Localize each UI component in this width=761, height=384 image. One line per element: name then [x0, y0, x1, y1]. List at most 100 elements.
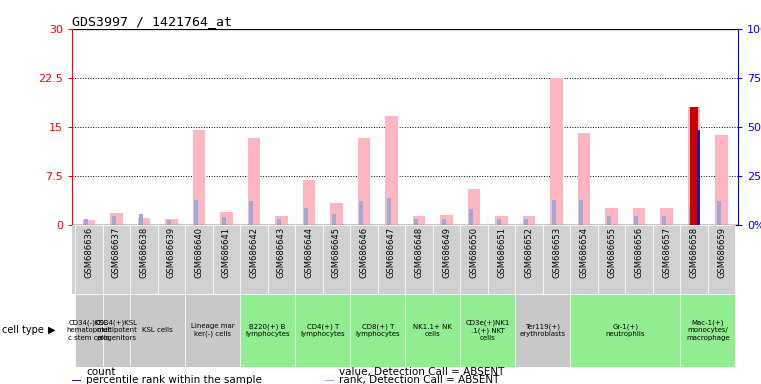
Text: cell type: cell type: [2, 325, 43, 335]
Text: GSM686648: GSM686648: [415, 227, 423, 278]
Bar: [275, 216, 288, 225]
Bar: [689, 206, 693, 225]
Bar: [83, 220, 95, 225]
Bar: [387, 198, 391, 225]
Text: GSM686656: GSM686656: [635, 227, 644, 278]
Text: CD8(+) T
lymphocytes: CD8(+) T lymphocytes: [355, 323, 400, 337]
Bar: [680, 294, 735, 367]
Bar: [653, 225, 680, 294]
Text: GSM686636: GSM686636: [84, 227, 94, 278]
Text: count: count: [86, 367, 116, 377]
Bar: [75, 294, 103, 367]
Text: GSM686653: GSM686653: [552, 227, 561, 278]
Bar: [112, 215, 116, 225]
Bar: [350, 294, 405, 367]
Bar: [468, 189, 480, 225]
Bar: [470, 209, 473, 225]
Text: GSM686647: GSM686647: [387, 227, 396, 278]
Bar: [495, 216, 508, 225]
Bar: [221, 217, 226, 225]
Text: GSM686645: GSM686645: [332, 227, 341, 278]
Text: GDS3997 / 1421764_at: GDS3997 / 1421764_at: [72, 15, 232, 28]
Bar: [130, 294, 185, 367]
Bar: [433, 225, 460, 294]
Bar: [75, 225, 103, 294]
Bar: [708, 225, 735, 294]
Bar: [193, 130, 205, 225]
Bar: [414, 219, 419, 225]
Bar: [240, 225, 268, 294]
Bar: [579, 200, 584, 225]
Bar: [633, 209, 645, 225]
Bar: [165, 219, 177, 225]
Text: GSM686643: GSM686643: [277, 227, 286, 278]
Bar: [412, 216, 425, 225]
Bar: [158, 225, 185, 294]
Bar: [268, 225, 295, 294]
Text: GSM686637: GSM686637: [112, 227, 121, 278]
Bar: [212, 225, 240, 294]
Text: NK1.1+ NK
cells: NK1.1+ NK cells: [413, 324, 452, 337]
Bar: [110, 213, 123, 225]
Bar: [358, 138, 370, 225]
Bar: [276, 219, 281, 225]
Text: GSM686659: GSM686659: [717, 227, 726, 278]
Text: CD4(+) T
lymphocytes: CD4(+) T lymphocytes: [301, 323, 345, 337]
Bar: [524, 219, 528, 225]
Text: GSM686650: GSM686650: [470, 227, 479, 278]
Bar: [185, 225, 212, 294]
Bar: [130, 225, 158, 294]
Bar: [138, 218, 150, 225]
Text: GSM686638: GSM686638: [139, 227, 148, 278]
Text: GSM686640: GSM686640: [194, 227, 203, 278]
Text: GSM686655: GSM686655: [607, 227, 616, 278]
Bar: [350, 225, 377, 294]
Text: GSM686641: GSM686641: [222, 227, 231, 278]
Bar: [523, 216, 535, 225]
Bar: [240, 294, 295, 367]
Bar: [323, 225, 350, 294]
Bar: [405, 225, 433, 294]
Text: Ter119(+)
erythroblasts: Ter119(+) erythroblasts: [520, 323, 566, 337]
Text: ▶: ▶: [48, 325, 56, 335]
Bar: [194, 200, 198, 225]
Bar: [690, 107, 699, 225]
Text: GSM686657: GSM686657: [662, 227, 671, 278]
Bar: [303, 180, 315, 225]
Bar: [84, 219, 88, 225]
Text: Mac-1(+)
monocytes/
macrophage: Mac-1(+) monocytes/ macrophage: [686, 320, 730, 341]
Bar: [377, 225, 406, 294]
Bar: [441, 215, 453, 225]
Bar: [405, 294, 460, 367]
Bar: [680, 225, 708, 294]
Bar: [688, 107, 700, 225]
Bar: [578, 133, 591, 225]
Bar: [185, 294, 240, 367]
Bar: [385, 116, 398, 225]
Text: Lineage mar
ker(-) cells: Lineage mar ker(-) cells: [191, 323, 234, 337]
Text: CD34(-)KSL
hematopoiet
c stem cells: CD34(-)KSL hematopoiet c stem cells: [67, 320, 111, 341]
Bar: [697, 130, 700, 225]
Bar: [248, 138, 260, 225]
Bar: [607, 215, 611, 225]
Bar: [570, 225, 598, 294]
Text: Gr-1(+)
neutrophils: Gr-1(+) neutrophils: [606, 323, 645, 337]
Bar: [249, 201, 253, 225]
Bar: [635, 215, 638, 225]
Bar: [103, 294, 130, 367]
Text: GSM686658: GSM686658: [689, 227, 699, 278]
Text: CD34(+)KSL
multipotent
progenitors: CD34(+)KSL multipotent progenitors: [95, 320, 138, 341]
Text: B220(+) B
lymphocytes: B220(+) B lymphocytes: [245, 323, 290, 337]
Bar: [220, 212, 233, 225]
Text: rank, Detection Call = ABSENT: rank, Detection Call = ABSENT: [339, 376, 499, 384]
Text: GSM686646: GSM686646: [359, 227, 368, 278]
Bar: [515, 294, 570, 367]
Bar: [460, 225, 488, 294]
Bar: [497, 219, 501, 225]
Text: GSM686654: GSM686654: [580, 227, 588, 278]
Text: KSL cells: KSL cells: [142, 327, 173, 333]
Bar: [359, 201, 363, 225]
Bar: [606, 209, 618, 225]
Bar: [295, 294, 350, 367]
Text: GSM686649: GSM686649: [442, 227, 451, 278]
